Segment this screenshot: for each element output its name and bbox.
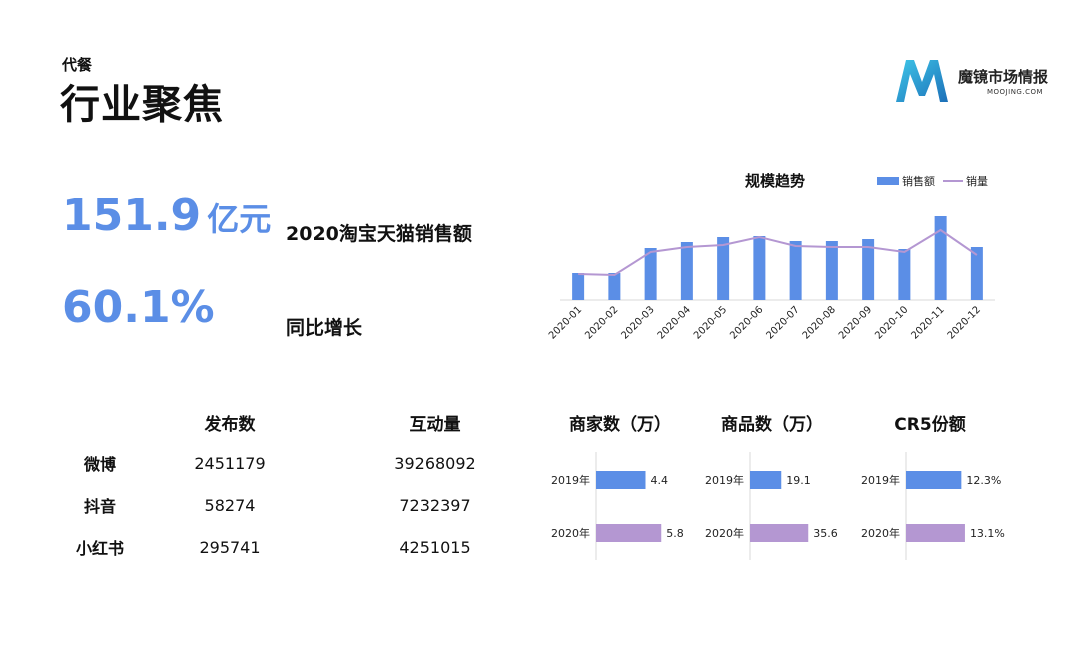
year-label: 2019年: [705, 473, 744, 487]
value-label: 13.1%: [970, 527, 1005, 540]
x-tick-label: 2020-09: [837, 304, 874, 341]
value-label: 4.4: [651, 474, 669, 487]
value-bar: [906, 524, 965, 542]
products-chart: 2019年 19.1 2020年 35.6: [705, 452, 838, 560]
x-tick-label: 2020-11: [909, 304, 946, 341]
interactions-cell: 7232397: [399, 495, 471, 515]
x-tick-label: 2020-10: [873, 304, 910, 341]
kpi-sales-unit: 亿元: [207, 200, 272, 238]
platform-name: 抖音: [83, 497, 116, 516]
value-label: 12.3%: [966, 474, 1001, 487]
kpi-sales-number: 151.9: [62, 190, 202, 241]
kpi-growth-value: 60.1%: [62, 282, 215, 333]
volume-line: [578, 228, 978, 277]
sales-bar: [825, 241, 838, 300]
interactions-cell: 39268092: [394, 453, 476, 473]
moojing-logo: [896, 60, 948, 102]
posts-cell: 295741: [199, 537, 261, 557]
table-row: 抖音 58274 7232397: [60, 484, 550, 526]
value-label: 19.1: [786, 474, 811, 487]
table-header-interactions: 互动量: [409, 414, 461, 435]
value-label: 5.8: [666, 527, 684, 540]
value-bar: [750, 524, 809, 542]
x-tick-label: 2020-04: [656, 304, 693, 341]
value-bar: [906, 471, 962, 489]
x-tick-label: 2020-05: [692, 304, 729, 341]
value-bar: [596, 471, 646, 489]
logo-text: 魔镜市场情报: [958, 68, 1049, 86]
sales-bar: [572, 273, 585, 300]
legend-label-sales: 销售额: [902, 174, 935, 188]
sales-bar: [644, 248, 657, 300]
platform-name: 小红书: [75, 539, 124, 558]
sales-bar: [970, 247, 983, 300]
table-row: 微博 2451179 39268092: [60, 442, 550, 484]
year-label: 2019年: [861, 473, 900, 487]
interactions-cell: 4251015: [399, 537, 471, 557]
sales-bar: [753, 236, 766, 300]
value-bar: [596, 524, 662, 542]
merchants-chart: 2019年 4.4 2020年 5.8: [551, 452, 684, 560]
sales-bar: [608, 273, 621, 300]
table-header-blank: [60, 402, 140, 442]
kpi-growth-label: 同比增长: [286, 317, 363, 339]
year-label: 2020年: [705, 526, 744, 540]
x-tick-label: 2020-08: [801, 304, 838, 341]
sales-bar: [862, 239, 875, 300]
trend-chart: 规模趋势 销售额 销量2020-012020-022020-032020-04202…: [547, 172, 995, 342]
sales-bar: [680, 242, 693, 300]
year-label: 2019年: [551, 473, 590, 487]
sales-bar: [898, 249, 911, 300]
products-chart-title: 商品数（万）: [721, 415, 823, 435]
x-tick-label: 2020-01: [547, 304, 584, 341]
kpi-sales-label: 2020淘宝天猫销售额: [286, 223, 472, 245]
platform-name: 微博: [83, 455, 116, 474]
page-subtitle: 代餐: [62, 56, 93, 74]
logo-subtext: MOOJING.COM: [987, 88, 1044, 96]
x-tick-label: 2020-07: [764, 304, 801, 341]
table-row: 小红书 295741 4251015: [60, 526, 550, 568]
social-media-table: 发布数 互动量 微博 2451179 39268092 抖音 58274 723…: [60, 402, 550, 568]
table-header-posts: 发布数: [204, 414, 256, 435]
legend-swatch-sales: [877, 177, 899, 185]
x-tick-label: 2020-02: [583, 304, 620, 341]
merchants-chart-title: 商家数（万）: [569, 415, 671, 435]
posts-cell: 2451179: [194, 453, 266, 473]
table-header-row: 发布数 互动量: [60, 402, 550, 442]
cr5-chart-title: CR5份额: [894, 415, 966, 435]
value-label: 35.6: [813, 527, 838, 540]
value-bar: [750, 471, 782, 489]
sales-bar: [934, 216, 947, 300]
sales-bar: [717, 237, 730, 300]
cr5-chart: 2019年 12.3% 2020年 13.1%: [861, 452, 1005, 560]
posts-cell: 58274: [204, 495, 256, 515]
year-label: 2020年: [861, 526, 900, 540]
kpi-sales-value: 151.9 亿元: [62, 190, 271, 241]
x-tick-label: 2020-06: [728, 304, 765, 341]
legend-label-volume: 销量: [966, 174, 988, 188]
chart-title: 规模趋势: [745, 172, 805, 190]
sales-bar: [789, 241, 802, 300]
x-tick-label: 2020-12: [946, 304, 983, 341]
year-label: 2020年: [551, 526, 590, 540]
x-tick-label: 2020-03: [619, 304, 656, 341]
page-title: 行业聚焦: [60, 82, 224, 128]
